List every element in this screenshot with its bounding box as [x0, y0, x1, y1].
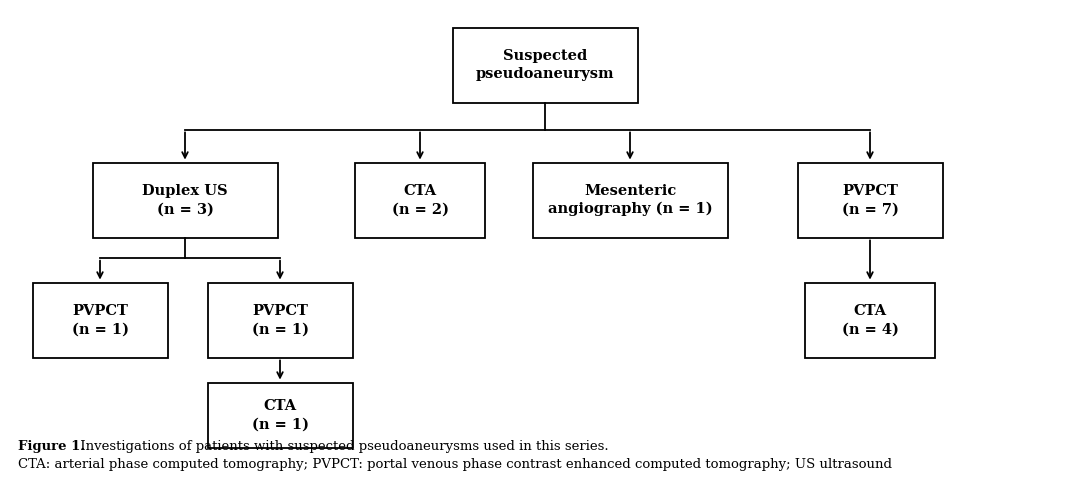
Text: PVPCT
(n = 1): PVPCT (n = 1) [72, 304, 129, 336]
Bar [452, 28, 638, 102]
Bar [33, 283, 168, 357]
Text: Suspected
pseudoaneurysm: Suspected pseudoaneurysm [475, 49, 615, 81]
Text: Mesenteric
angiography (n = 1): Mesenteric angiography (n = 1) [547, 183, 712, 217]
Bar [93, 162, 278, 237]
Bar [533, 162, 727, 237]
Bar [207, 383, 352, 448]
Bar [806, 283, 935, 357]
Text: Duplex US
(n = 3): Duplex US (n = 3) [142, 184, 228, 216]
Text: Figure 1.: Figure 1. [19, 440, 85, 453]
Text: CTA
(n = 4): CTA (n = 4) [841, 304, 898, 336]
Text: CTA: arterial phase computed tomography; PVPCT: portal venous phase contrast enh: CTA: arterial phase computed tomography;… [19, 458, 892, 471]
Text: PVPCT
(n = 7): PVPCT (n = 7) [841, 184, 898, 216]
Text: CTA
(n = 2): CTA (n = 2) [391, 184, 448, 216]
Bar [798, 162, 943, 237]
Text: PVPCT
(n = 1): PVPCT (n = 1) [252, 304, 308, 336]
Bar [207, 283, 352, 357]
Text: CTA
(n = 1): CTA (n = 1) [252, 399, 308, 431]
Bar [355, 162, 485, 237]
Text: Investigations of patients with suspected pseudoaneurysms used in this series.: Investigations of patients with suspecte… [76, 440, 608, 453]
